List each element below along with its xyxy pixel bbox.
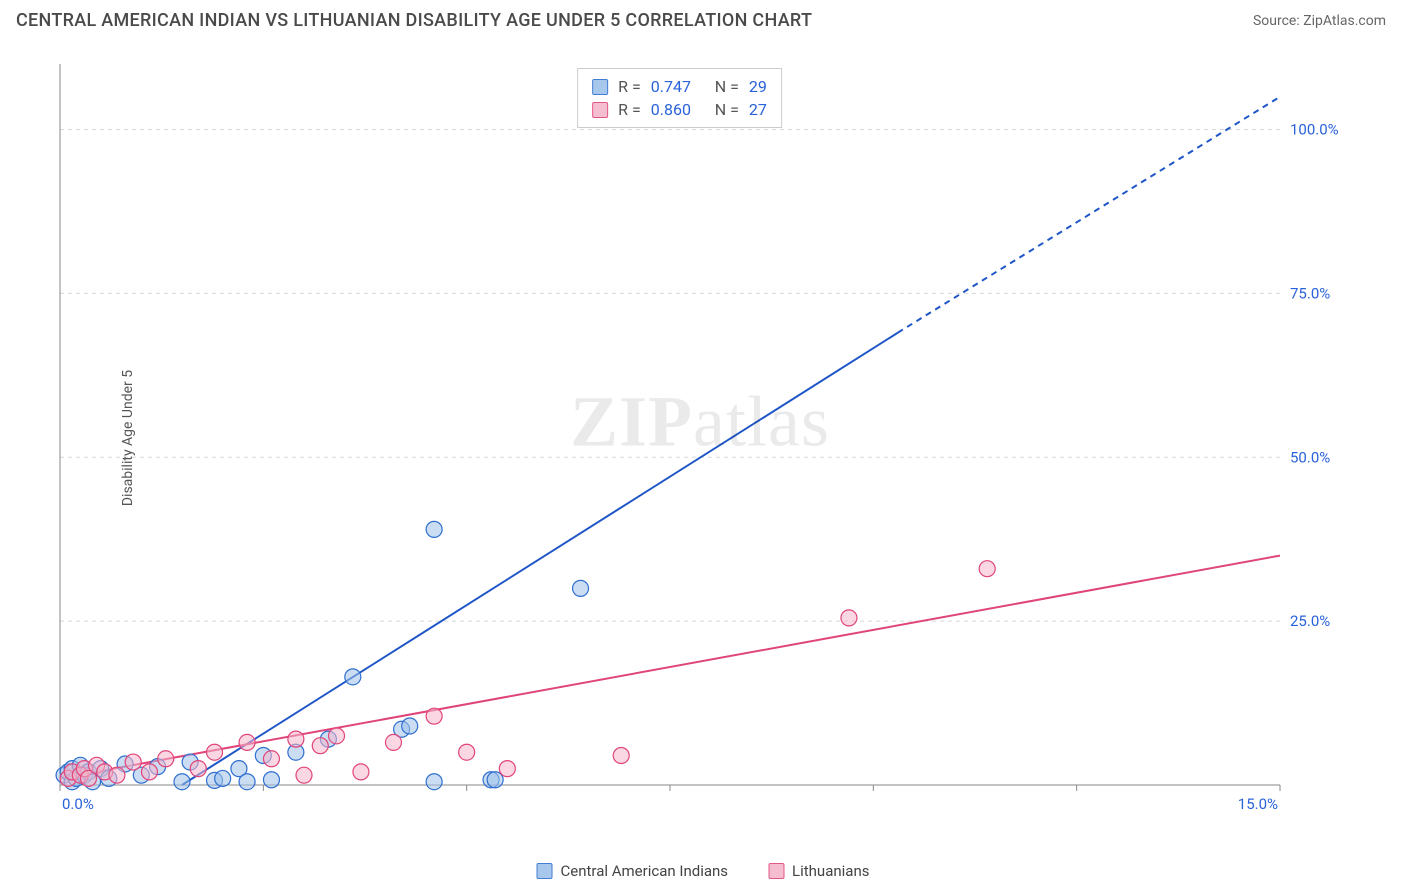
source-attribution: Source: ZipAtlas.com [1253, 13, 1386, 29]
legend-swatch-lit-icon [768, 863, 784, 879]
svg-text:50.0%: 50.0% [1290, 448, 1330, 466]
legend-label: Central American Indians [561, 862, 729, 880]
svg-text:75.0%: 75.0% [1290, 284, 1330, 302]
legend-label: Lithuanians [792, 862, 869, 880]
svg-text:0.0%: 0.0% [62, 795, 94, 813]
legend-swatch-lit [592, 102, 608, 118]
svg-text:15.0%: 15.0% [1238, 795, 1278, 813]
plot-area: Disability Age Under 5 25.0% 50.0% 75.0% 10… [50, 60, 1350, 815]
legend-swatch-cai [592, 79, 608, 95]
legend-swatch-cai-icon [537, 863, 553, 879]
legend-entry-cai: Central American Indians [537, 862, 729, 880]
bottom-legend: Central American Indians Lithuanians [537, 862, 870, 880]
y-axis-label: Disability Age Under 5 [120, 369, 136, 505]
svg-text:100.0%: 100.0% [1290, 121, 1339, 139]
stats-row-lit: R = 0.860 N = 27 [592, 98, 767, 121]
chart-title: CENTRAL AMERICAN INDIAN VS LITHUANIAN DI… [16, 10, 812, 31]
svg-text:25.0%: 25.0% [1290, 612, 1330, 630]
scatter-chart: 25.0% 50.0% 75.0% 100.0% 0.0% 15.0% [50, 60, 1350, 815]
stats-legend: R = 0.747 N = 29 R = 0.860 N = 27 [577, 68, 782, 128]
legend-entry-lit: Lithuanians [768, 862, 869, 880]
stats-row-cai: R = 0.747 N = 29 [592, 75, 767, 98]
